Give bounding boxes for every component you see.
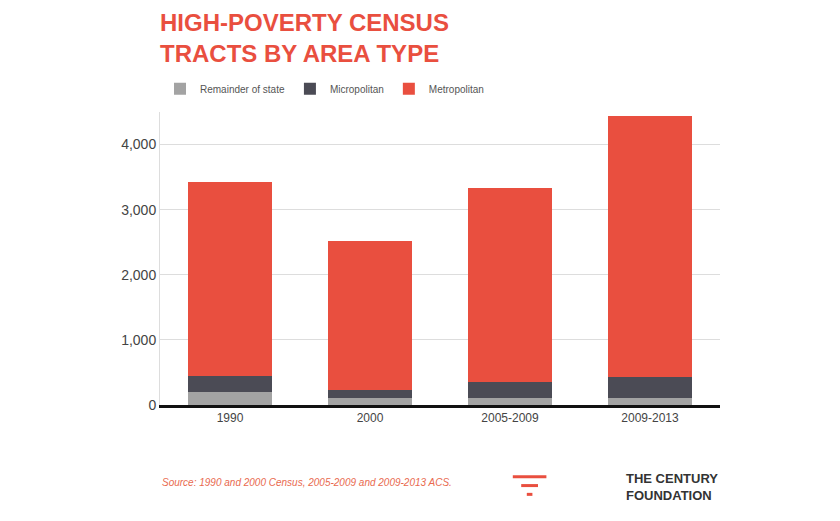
- svg-text:2000: 2000: [357, 411, 384, 425]
- svg-text:Metropolitan: Metropolitan: [429, 84, 484, 95]
- svg-text:Source: 1990 and 2000 Census,: Source: 1990 and 2000 Census, 2005-2009 …: [162, 477, 452, 488]
- svg-text:4,000: 4,000: [121, 136, 156, 152]
- svg-text:THE CENTURYFOUNDATION: THE CENTURYFOUNDATION: [626, 471, 718, 503]
- svg-text:2,000: 2,000: [121, 267, 156, 283]
- svg-text:Remainder of state: Remainder of state: [200, 84, 285, 95]
- svg-text:1,000: 1,000: [121, 332, 156, 348]
- svg-text:2009-2013: 2009-2013: [621, 411, 679, 425]
- svg-text:Micropolitan: Micropolitan: [330, 84, 384, 95]
- svg-text:2005-2009: 2005-2009: [481, 411, 539, 425]
- svg-text:0: 0: [148, 397, 156, 413]
- svg-text:HIGH-POVERTY CENSUSTRACTS BY A: HIGH-POVERTY CENSUSTRACTS BY AREA TYPE: [160, 9, 449, 67]
- svg-text:3,000: 3,000: [121, 202, 156, 218]
- svg-text:1990: 1990: [217, 411, 244, 425]
